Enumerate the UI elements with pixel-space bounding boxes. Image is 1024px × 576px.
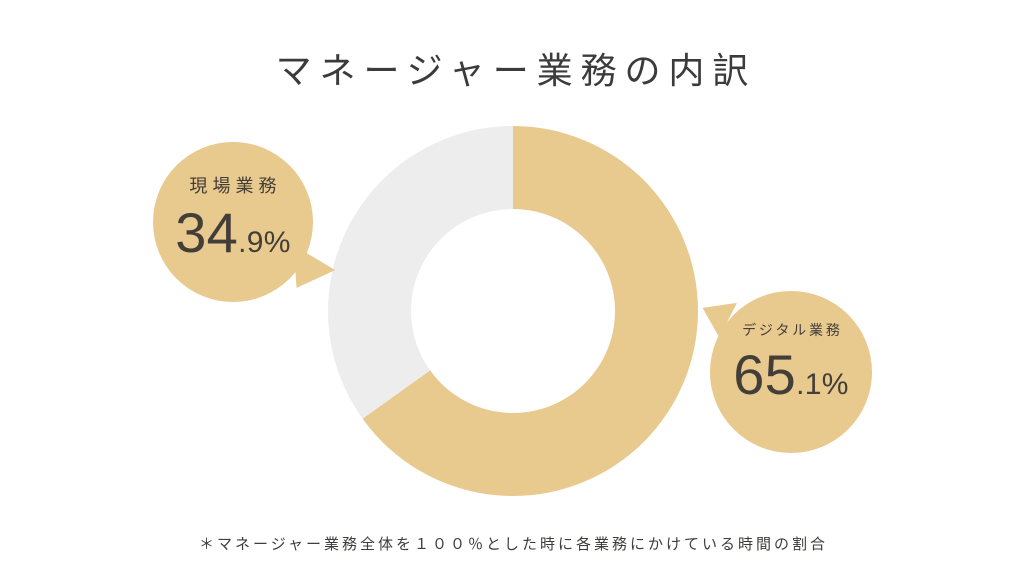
callout-field-work-value-int: 34 (175, 200, 239, 264)
callout-field-work-value: 34.9% (175, 200, 291, 264)
callout-field-work-value-frac: .9% (238, 225, 291, 259)
callout-digital-work-label: デジタル業務 (742, 321, 843, 338)
donut-hole (411, 209, 615, 413)
callout-field-work: 現場業務 34.9% (153, 142, 336, 302)
callout-digital-work-value-frac: .1% (796, 367, 849, 401)
chart-title: マネージャー業務の内訳 (275, 50, 757, 91)
footnote: ＊マネージャー業務全体を１００％とした時に各業務にかけている時間の割合 (199, 536, 828, 553)
callout-tail-right (702, 302, 737, 338)
callout-digital-work-value-int: 65 (733, 342, 797, 406)
callout-digital-work-value: 65.1% (733, 342, 849, 406)
callout-digital-work: デジタル業務 65.1% (702, 291, 872, 453)
donut-chart (328, 126, 698, 496)
callout-field-work-label: 現場業務 (189, 175, 282, 196)
